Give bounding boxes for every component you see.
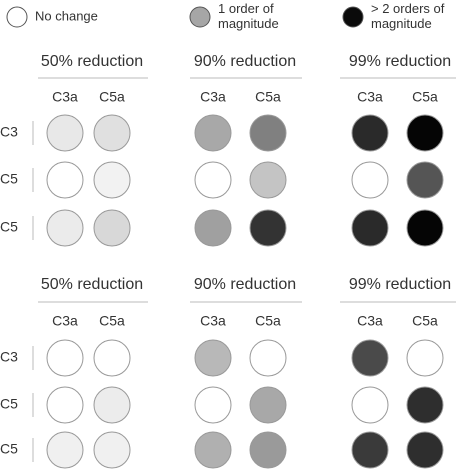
panel-title: 50% reduction [41,276,143,293]
circle [249,209,287,247]
circle [46,431,84,469]
circle [46,161,84,199]
circle [194,386,232,424]
circle [406,209,444,247]
legend-label: > 2 orders of [371,1,445,16]
row-label: C3 [0,124,18,140]
column-header: C5a [255,89,281,105]
circle [249,114,287,152]
circle [249,339,287,377]
panel-title: 99% reduction [349,53,451,70]
column-header: C5a [99,313,125,329]
circle [46,339,84,377]
circle [194,209,232,247]
circle [406,161,444,199]
column-header: C3a [357,89,383,105]
circle [351,339,389,377]
circle [406,114,444,152]
panel-title: 99% reduction [349,276,451,293]
panel-title: 90% reduction [194,53,296,70]
column-header: C3a [52,89,78,105]
column-header: C5a [255,313,281,329]
circle [194,339,232,377]
legend-swatch [189,6,211,28]
circle [93,339,131,377]
circle [406,386,444,424]
legend-label: No change [35,8,98,23]
circle [46,386,84,424]
circle [249,431,287,469]
legend-label: magnitude [371,16,432,31]
circle [406,339,444,377]
circle [351,386,389,424]
column-header: C5a [99,89,125,105]
circle [249,161,287,199]
row-label: C5 [0,396,18,412]
circle [351,161,389,199]
column-header: C5a [412,313,438,329]
circle [46,114,84,152]
legend-swatch [6,6,28,28]
circle [351,431,389,469]
circle [351,114,389,152]
row-label: C3 [0,349,18,365]
circle [194,431,232,469]
panel-title: 90% reduction [194,276,296,293]
row-label: C5 [0,171,18,187]
row-label: C5 [0,219,18,235]
circle [93,209,131,247]
legend-label: 1 order of [218,1,274,16]
circle [93,161,131,199]
circle [46,209,84,247]
circle [406,431,444,469]
row-label: C5 [0,441,18,457]
column-header: C3a [200,313,226,329]
circle [194,114,232,152]
circle [351,209,389,247]
column-header: C3a [52,313,78,329]
panel-title: 50% reduction [41,53,143,70]
legend-swatch [342,6,364,28]
column-header: C5a [412,89,438,105]
circle [93,114,131,152]
column-header: C3a [357,313,383,329]
circle [93,431,131,469]
legend-label: magnitude [218,16,279,31]
column-header: C3a [200,89,226,105]
circle [194,161,232,199]
circle [249,386,287,424]
circle [93,386,131,424]
